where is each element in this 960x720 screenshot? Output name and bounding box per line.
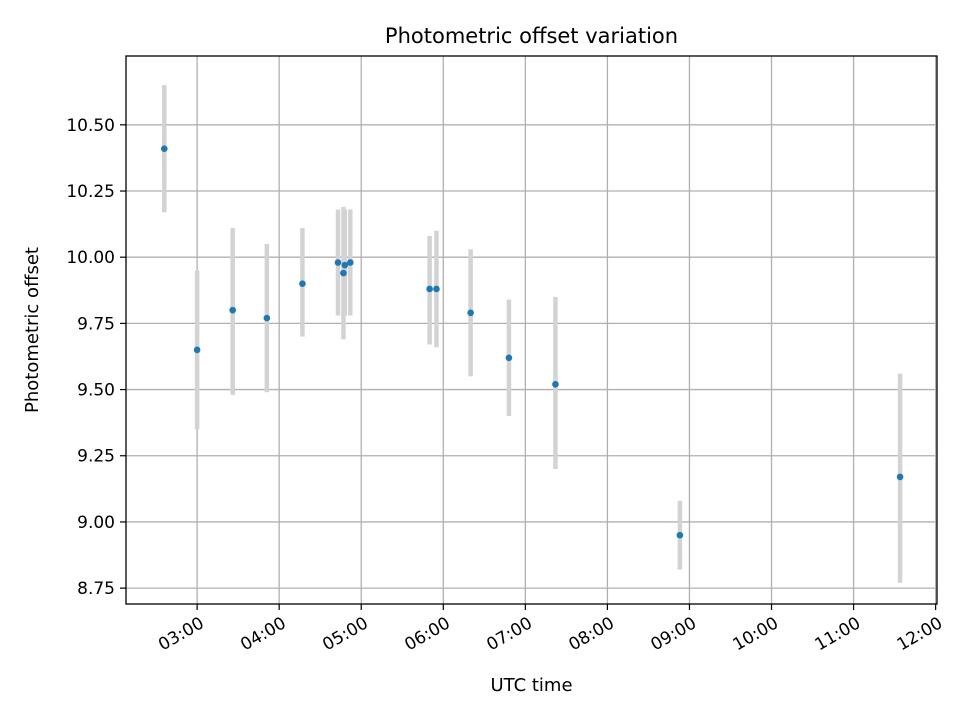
chart-title: Photometric offset variation (385, 24, 678, 48)
data-point (229, 306, 236, 314)
y-tick-label: 9.75 (77, 314, 115, 334)
data-point (263, 314, 271, 322)
y-tick-label: 10.00 (66, 248, 115, 268)
data-point (334, 259, 342, 266)
data-point (160, 145, 168, 152)
data-point (505, 354, 513, 362)
data-point (340, 269, 347, 277)
data-point (433, 285, 440, 293)
plot-frame (125, 55, 938, 605)
y-tick-label: 10.50 (66, 116, 115, 136)
data-point (552, 380, 559, 388)
data-point (299, 280, 306, 287)
grid (126, 56, 937, 604)
data-point (341, 261, 349, 269)
y-tick-label: 9.25 (77, 447, 115, 467)
data-point (193, 346, 201, 354)
data-point (676, 531, 684, 539)
y-axis-title: Photometric offset (22, 247, 43, 413)
data-point (346, 259, 354, 266)
y-tick-label: 8.75 (77, 579, 115, 599)
data-point (467, 309, 474, 317)
data-point (426, 285, 433, 293)
data-points (160, 145, 904, 539)
y-tick-label: 10.25 (66, 182, 115, 202)
y-tick-label: 9.00 (77, 513, 115, 533)
data-point (896, 473, 904, 481)
y-tick-label: 9.50 (77, 381, 115, 401)
x-axis-title: UTC time (490, 675, 572, 696)
